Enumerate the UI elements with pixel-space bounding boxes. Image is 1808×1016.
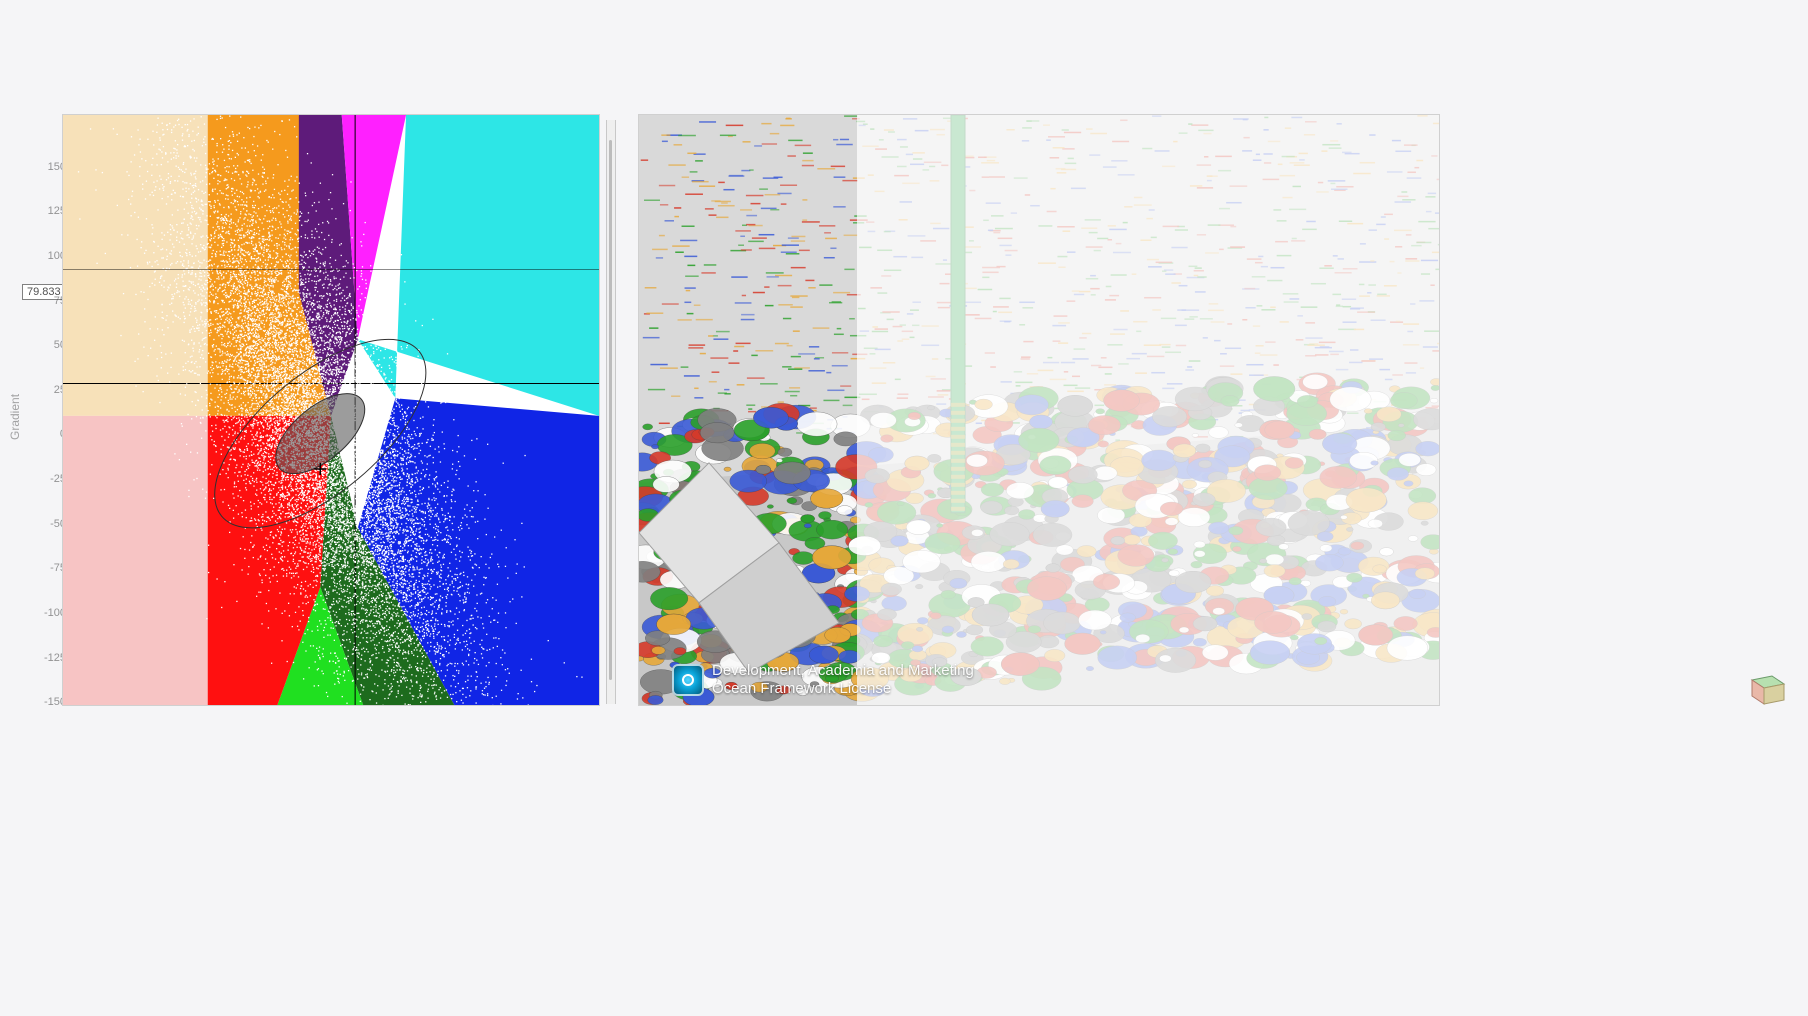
- y-tick: -150: [26, 696, 66, 708]
- license-line-1: Development, Academia and Marketing: [712, 662, 974, 680]
- y-tick: 75: [26, 295, 66, 307]
- y-tick: 100: [26, 250, 66, 262]
- y-tick: -25: [26, 473, 66, 485]
- y-axis-label: Gradient: [8, 394, 22, 440]
- panel-splitter[interactable]: [606, 120, 616, 704]
- y-tick: -125: [26, 652, 66, 664]
- y-tick: 0: [26, 428, 66, 440]
- orientation-gizmo-icon[interactable]: [1740, 666, 1788, 706]
- license-line-2: Ocean Framework License: [712, 680, 974, 698]
- ocean-logo-icon: [672, 664, 704, 696]
- license-text: Development, Academia and Marketing Ocea…: [712, 662, 974, 698]
- app-canvas: Gradient 79.833 1501251007550250-25-50-7…: [0, 0, 1808, 1016]
- license-badge: Development, Academia and Marketing Ocea…: [672, 662, 974, 698]
- 3d-view[interactable]: [639, 115, 1439, 705]
- y-tick: 25: [26, 384, 66, 396]
- splitter-handle-icon: [609, 140, 612, 680]
- crossplot-panel[interactable]: [62, 114, 600, 706]
- y-tick: 150: [26, 161, 66, 173]
- 3d-view-panel[interactable]: [638, 114, 1440, 706]
- y-tick: 50: [26, 339, 66, 351]
- y-tick: -100: [26, 607, 66, 619]
- y-tick: 125: [26, 205, 66, 217]
- y-tick: -50: [26, 518, 66, 530]
- y-tick: -75: [26, 562, 66, 574]
- crossplot-chart[interactable]: [63, 115, 599, 705]
